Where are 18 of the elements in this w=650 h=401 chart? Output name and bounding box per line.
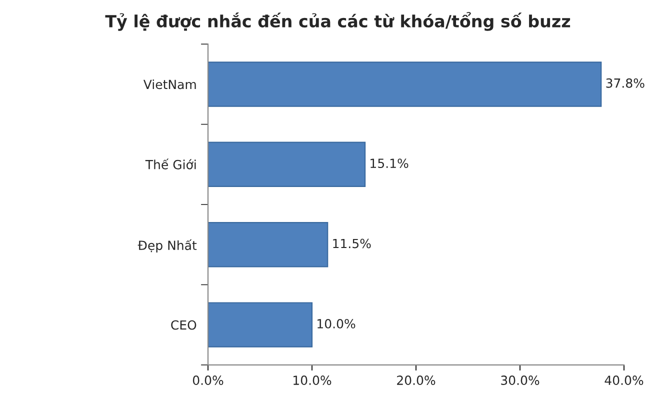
data-label: 15.1%: [370, 158, 408, 168]
data-label: 10.0%: [318, 318, 356, 328]
y-tick-label: Đẹp Nhất: [138, 239, 197, 252]
y-tick-label: CEO: [171, 320, 196, 330]
bar: [208, 62, 602, 107]
x-tick-label: 10.0%: [294, 376, 332, 385]
x-tick-label: 40.0%: [604, 376, 644, 385]
data-label: 11.5%: [333, 238, 371, 248]
bar: [208, 222, 328, 268]
data-label: 37.8%: [606, 78, 644, 88]
bar: [208, 302, 313, 348]
x-tick-label: 0.0%: [192, 376, 224, 385]
bar: [208, 142, 366, 188]
x-tick-label: 30.0%: [501, 376, 540, 385]
y-tick-label: VietNam: [143, 79, 196, 90]
chart-title: Tỷ lệ được nhắc đến của các từ khóa/tổng số buzz: [105, 12, 570, 31]
x-tick-label: 20.0%: [397, 376, 436, 385]
y-tick-label: Thế Giới: [145, 158, 196, 170]
